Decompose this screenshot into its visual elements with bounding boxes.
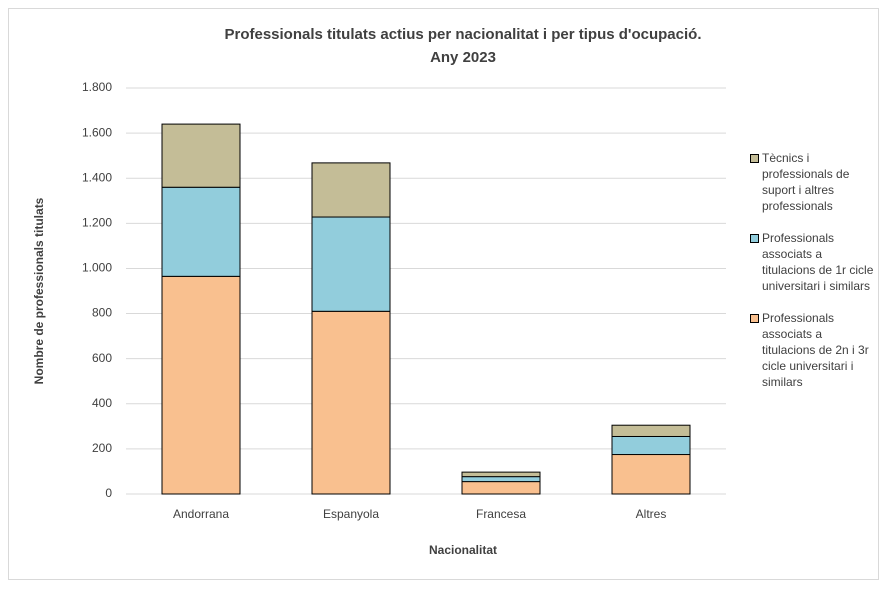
bar-segment xyxy=(161,186,241,277)
bar-segment xyxy=(611,424,691,437)
chart-title: Any 2023 xyxy=(430,49,496,66)
bar-segment xyxy=(311,162,391,218)
bar-segment xyxy=(161,275,241,495)
legend-item: Tècnics i professionals de suport i altr… xyxy=(750,150,875,214)
legend-label: Tècnics i professionals de suport i altr… xyxy=(762,151,850,213)
bar-segment xyxy=(461,481,541,495)
y-tick-label: 1.800 xyxy=(82,80,112,94)
x-tick-label: Altres xyxy=(636,507,667,521)
legend-item: Professionals associats a titulacions de… xyxy=(750,230,875,294)
y-tick-label: 800 xyxy=(92,306,112,320)
legend-item: Professionals associats a titulacions de… xyxy=(750,310,875,390)
y-tick-label: 1.600 xyxy=(82,125,112,139)
y-axis-label: Nombre de professionals titulats xyxy=(32,197,46,384)
bar-segment xyxy=(611,435,691,456)
y-tick-label: 0 xyxy=(105,486,112,500)
legend: Tècnics i professionals de suport i altr… xyxy=(750,150,875,406)
legend-swatch xyxy=(750,154,759,163)
y-tick-label: 200 xyxy=(92,441,112,455)
bar-segment xyxy=(461,476,541,483)
x-tick-label: Andorrana xyxy=(173,507,229,521)
bar-segment xyxy=(461,471,541,478)
bar-segment xyxy=(311,216,391,312)
bar-segment xyxy=(161,123,241,188)
y-tick-label: 400 xyxy=(92,396,112,410)
y-tick-label: 1.000 xyxy=(82,261,112,275)
x-axis-label: Nacionalitat xyxy=(429,543,497,557)
chart-frame xyxy=(8,8,879,580)
legend-swatch xyxy=(750,234,759,243)
y-tick-label: 600 xyxy=(92,351,112,365)
bar-segment xyxy=(611,454,691,495)
chart-title: Professionals titulats actius per nacion… xyxy=(224,26,701,43)
legend-label: Professionals associats a titulacions de… xyxy=(762,231,874,293)
legend-swatch xyxy=(750,314,759,323)
legend-label: Professionals associats a titulacions de… xyxy=(762,311,869,389)
y-tick-label: 1.200 xyxy=(82,216,112,230)
bar-segment xyxy=(311,310,391,495)
x-tick-label: Francesa xyxy=(476,507,526,521)
y-tick-label: 1.400 xyxy=(82,170,112,184)
x-tick-label: Espanyola xyxy=(323,507,379,521)
